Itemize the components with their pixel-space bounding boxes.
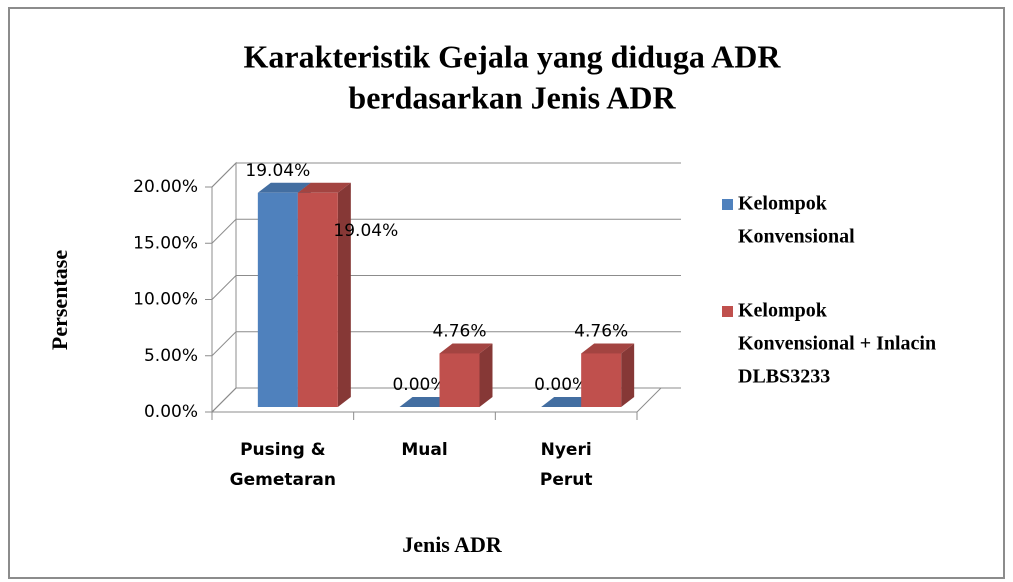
grid-line <box>211 218 237 244</box>
bar-top <box>399 397 453 407</box>
bar-top <box>257 182 311 193</box>
data-label: 19.04% <box>245 161 310 181</box>
bar-top <box>297 182 351 193</box>
bar-top <box>541 397 595 407</box>
legend-label: Konvensional <box>738 226 855 248</box>
bar <box>257 192 298 407</box>
x-axis-title: Jenis ADR <box>402 532 503 557</box>
legend-label: Kelompok <box>738 300 828 322</box>
y-tick-label: 20.00% <box>133 177 198 197</box>
bar-side <box>337 182 351 407</box>
x-tick-label: Pusing & <box>240 440 326 460</box>
bar-side <box>621 343 635 407</box>
grid-line <box>211 162 237 188</box>
bar-side <box>479 343 493 407</box>
y-tick-label: 15.00% <box>133 233 198 253</box>
data-label: 19.04% <box>333 221 398 241</box>
grid-line <box>211 331 237 357</box>
legend-label: Konvensional + Inlacin <box>738 333 936 355</box>
legend-label: Kelompok <box>738 193 828 215</box>
y-tick-label: 10.00% <box>133 290 198 310</box>
legend-swatch <box>722 199 733 210</box>
x-tick-label: Perut <box>540 470 593 490</box>
bar <box>439 353 480 407</box>
x-tick-label: Nyeri <box>541 440 592 460</box>
data-label: 4.76% <box>432 321 486 341</box>
chart-frame <box>8 7 1005 579</box>
x-tick-label: Gemetaran <box>230 470 336 490</box>
grid-line <box>211 387 237 413</box>
y-axis-title: Persentase <box>47 250 72 350</box>
data-label: 0.00% <box>534 375 588 395</box>
legend-swatch <box>722 306 733 317</box>
y-tick-label: 5.00% <box>144 346 198 366</box>
bar <box>297 192 338 407</box>
bar-top <box>439 343 493 354</box>
chart-title: berdasarkan Jenis ADR <box>348 79 676 115</box>
grid-line <box>211 275 237 300</box>
data-label: 4.76% <box>574 321 628 341</box>
bar <box>581 353 622 407</box>
bar-top <box>581 343 635 354</box>
y-tick-label: 0.00% <box>144 402 198 422</box>
chart-title: Karakteristik Gejala yang diduga ADR <box>244 38 782 74</box>
data-label: 0.00% <box>392 375 446 395</box>
x-tick-label: Mual <box>401 440 447 460</box>
legend-label: DLBS3233 <box>738 366 830 388</box>
